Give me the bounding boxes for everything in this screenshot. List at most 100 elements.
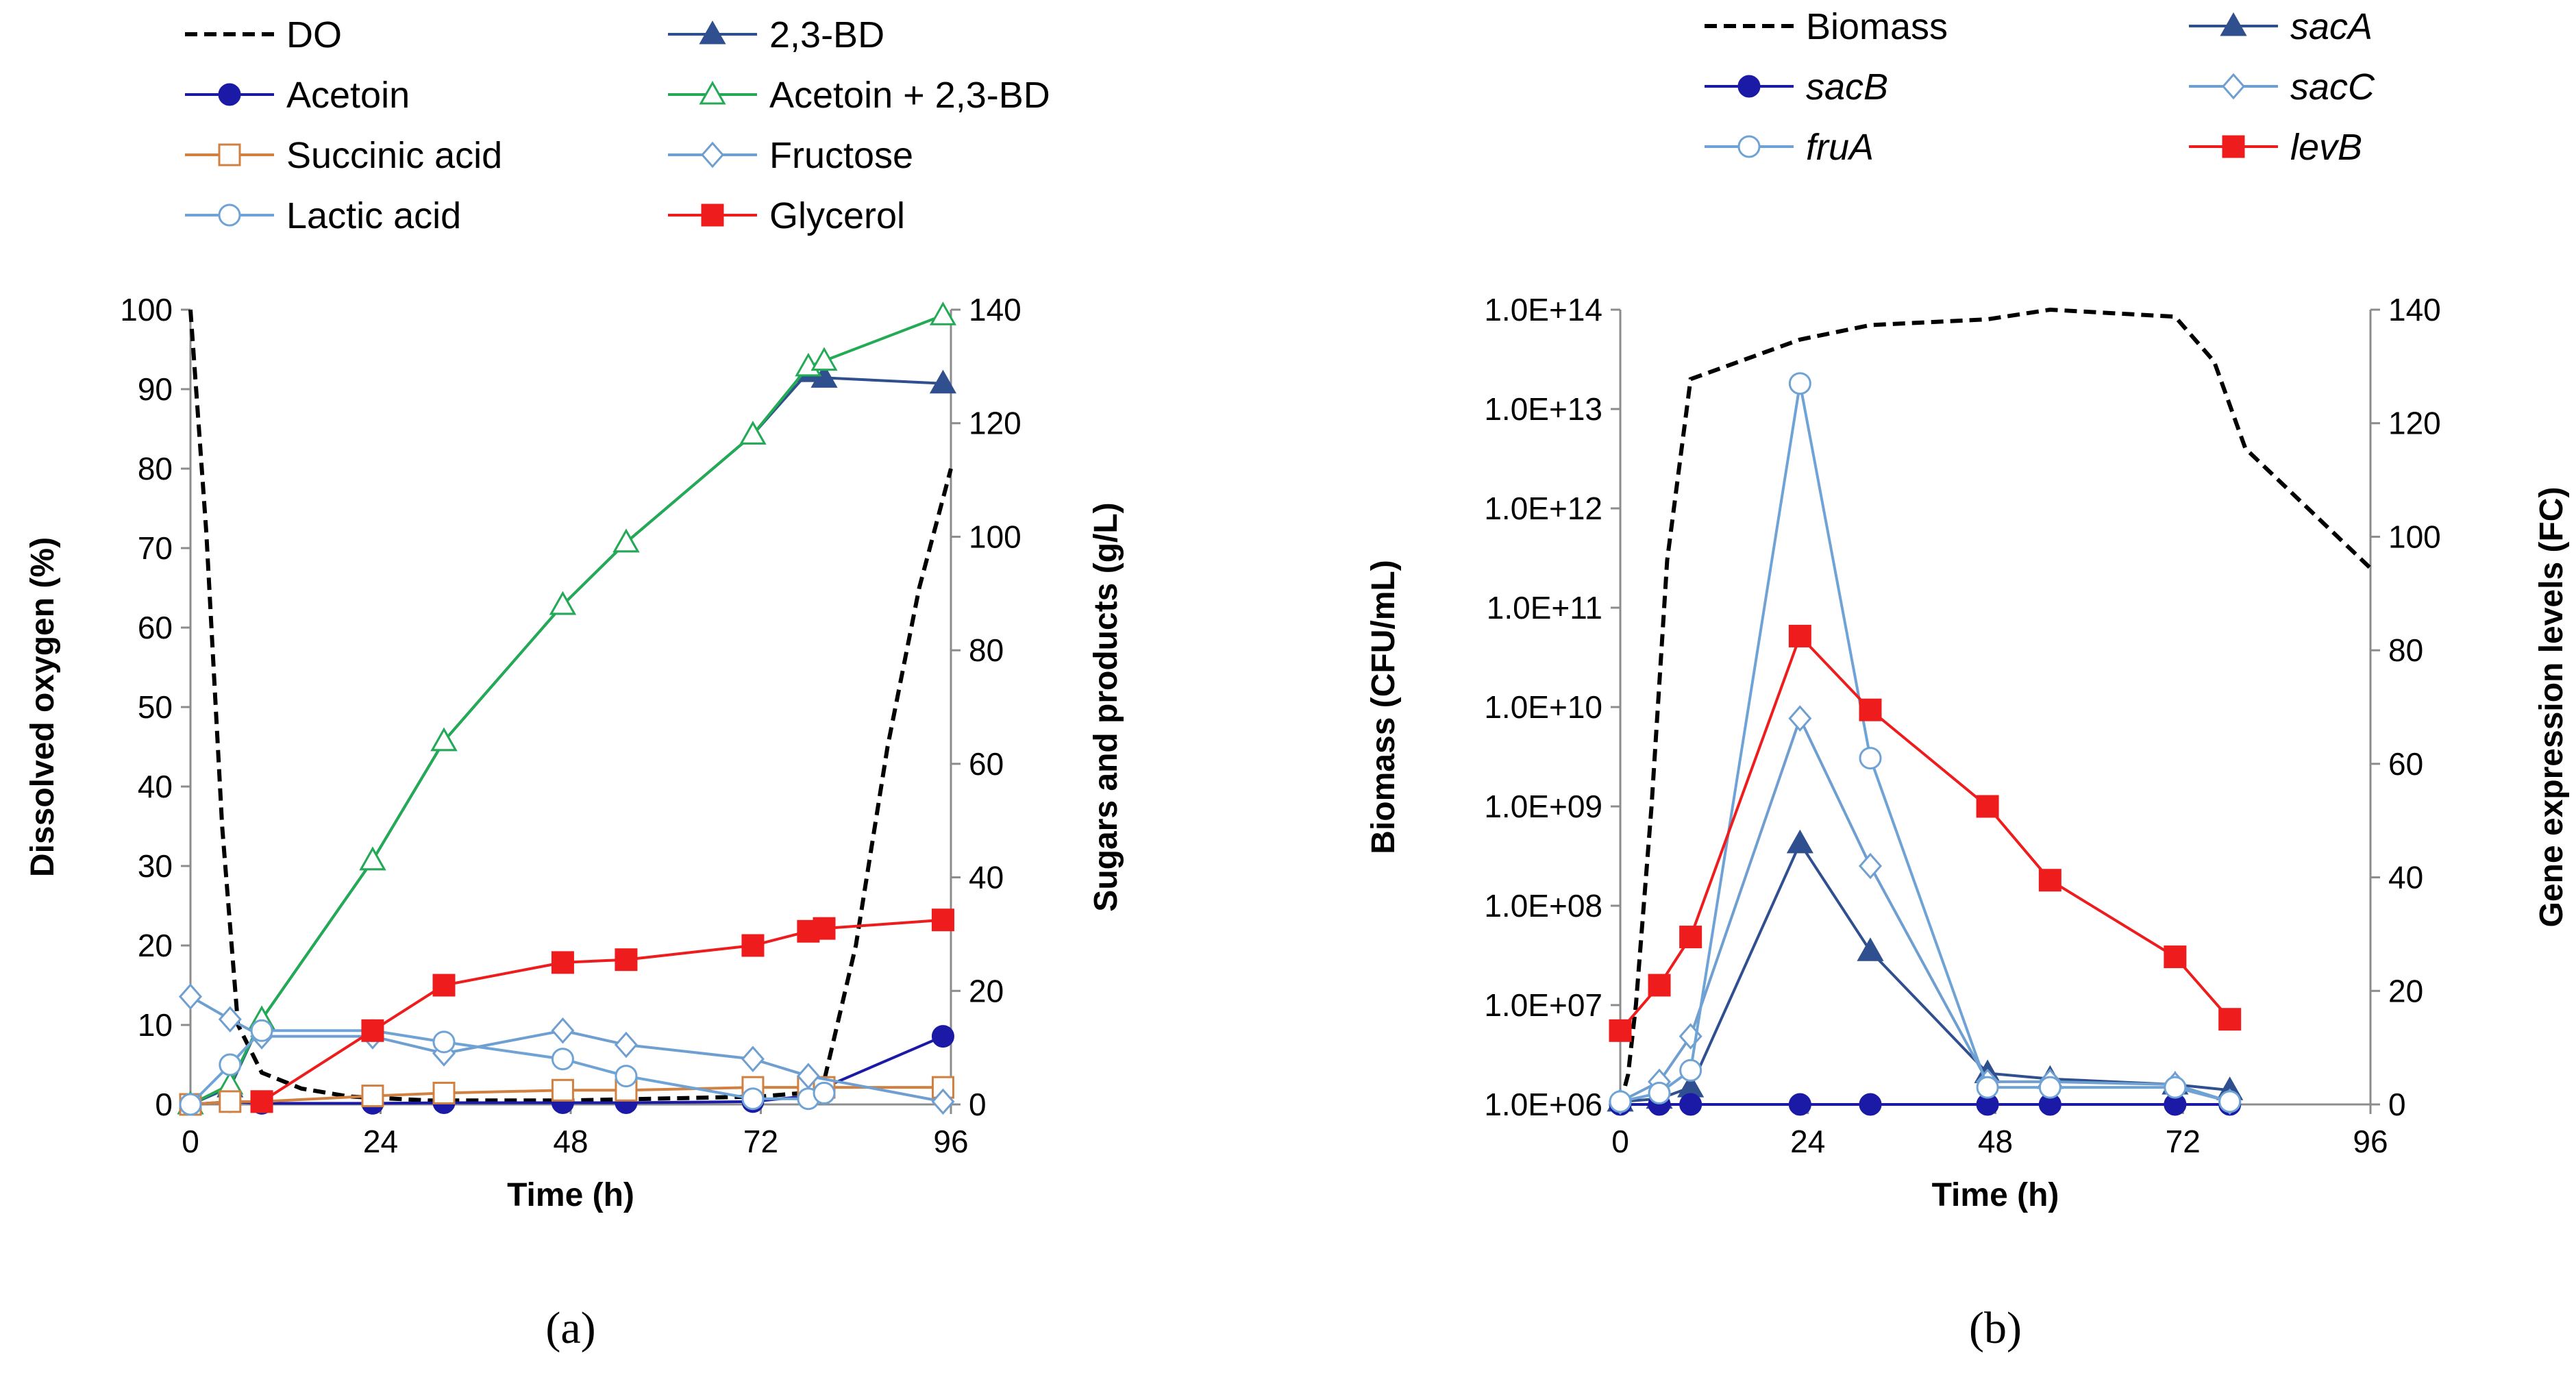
panel-a-y-right-tick-label: 80 (969, 632, 1004, 668)
panel-b-legend: Biomass sacA sacB sacC fruA levB (1705, 6, 2375, 168)
panel-b-legend-label-frua: fruA (1806, 127, 1874, 168)
panel-a-y-left-tick-label: 20 (138, 928, 173, 963)
panel-b-y-right-tick-label: 60 (2388, 746, 2423, 782)
panel-a-data-point-fructose (178, 983, 203, 1010)
panel-a-y-left-tick-label: 60 (138, 610, 173, 645)
panel-a-data-point-lactic (741, 1087, 765, 1111)
panel-b-series-do_line (1618, 307, 2373, 1105)
panel-b-series-frua (1609, 372, 2242, 1113)
panel-a-y-left-tick-label: 0 (155, 1087, 173, 1122)
panel-b-x-tick-label: 96 (2353, 1124, 2388, 1159)
panel-a-data-point-lactic (615, 1065, 638, 1088)
panel-a-y-right-axis-title: Sugars and products (g/L) (1088, 502, 1124, 911)
panel-b-data-point-levb (1648, 974, 1671, 997)
panel-b-data-point-saca (1857, 937, 1884, 961)
panel-b-series-sacb (1609, 1093, 2242, 1116)
panel-a-y-right-tick-label: 40 (969, 860, 1004, 895)
panel-a-y-left-tick-label: 10 (138, 1007, 173, 1043)
panel-a-y-right-tick-label: 120 (969, 406, 1021, 441)
panel-b-legend-marker-sacb (1737, 75, 1761, 98)
panel-a-data-point-glycerol (813, 917, 836, 940)
panel-a-x-axis-title: Time (h) (507, 1177, 634, 1213)
panel-b-data-point-sacb (1788, 1093, 1811, 1116)
panel-a-x-tick-label: 48 (553, 1124, 588, 1159)
panel-a-chart: 0 24 48 72 960102030405060708090100020406080… (25, 14, 1124, 1353)
panel-a-data-point-acetoin_bd (359, 846, 386, 871)
panel-b-y-left-axis-title: Biomass (CFU/mL) (1365, 560, 1402, 854)
panel-b-data-point-levb (1976, 795, 1999, 818)
panel-a-data-point-acetoin_bd (612, 528, 640, 553)
panel-b-legend-marker-frua (1737, 135, 1761, 158)
panel-a-y-left-tick-label: 40 (138, 769, 173, 804)
panel-b-series-line-do_line (1618, 307, 2373, 1105)
panel-b-y-left-tick-label: 1.0E+10 (1484, 689, 1602, 725)
panel-b-series-levb (1609, 624, 2242, 1042)
panel-b-data-point-saca (1786, 829, 1813, 854)
panel-a-data-point-fructose (931, 1088, 955, 1115)
panel-a-series-fructose (178, 983, 955, 1115)
panel-a-data-point-glycerol (931, 908, 954, 932)
panel-a-y-right-tick-label: 140 (969, 292, 1021, 327)
panel-b-data-point-levb (1788, 624, 1811, 647)
panel-a-data-point-acetoin_bd (810, 347, 838, 371)
panel-b-data-point-levb (2218, 1008, 2242, 1031)
panel-b-data-point-frua (1609, 1090, 1632, 1113)
panel-a-data-point-succinic (361, 1085, 384, 1108)
panel-a-series-line-bd23 (190, 370, 943, 1106)
panel-a-y-left-tick-label: 100 (120, 292, 173, 327)
panel-a-legend-label-acetoin_bd: Acetoin + 2,3-BD (769, 75, 1050, 116)
panel-a-series-acetoin_bd (177, 301, 957, 1115)
panel-b-data-point-levb (1679, 926, 1702, 949)
panel-a-legend-marker-acetoin_bd (699, 80, 726, 105)
panel-a-y-left-tick-label: 90 (138, 371, 173, 407)
panel-a-series-line-acetoin_bd (190, 314, 944, 1106)
panel-a-data-point-glycerol (551, 951, 574, 974)
panel-b-legend-marker-saca (2220, 12, 2247, 36)
panel-a-data-point-fructose (551, 1017, 575, 1044)
panel-b-y-left-tick-label: 1.0E+06 (1484, 1087, 1602, 1122)
panel-a-data-point-lactic (179, 1093, 202, 1116)
panel-a-data-point-acetoin_bd (929, 301, 957, 325)
panel-a-data-point-succinic (551, 1078, 574, 1102)
panel-a-data-point-bd23 (929, 369, 957, 394)
panel-a-legend-marker-bd23 (699, 20, 726, 45)
panel-b-legend-label-sacb: sacB (1806, 66, 1888, 108)
panel-b-data-point-frua (1679, 1059, 1702, 1082)
panel-b-data-point-frua (2164, 1076, 2187, 1099)
panel-a-data-point-lactic (219, 1053, 242, 1076)
panel-a-y-left-axis-title: Dissolved oxygen (%) (25, 537, 61, 877)
panel-b-data-point-levb (1609, 1019, 1632, 1042)
panel-b-x-tick-label: 48 (1978, 1124, 2013, 1159)
panel-a-x-tick-label: 24 (363, 1124, 398, 1159)
panel-b-data-point-frua (1976, 1076, 1999, 1099)
panel-b-x-tick-label: 72 (2166, 1124, 2201, 1159)
panel-b-data-point-frua (2038, 1076, 2061, 1099)
panel-b-data-point-frua (1859, 747, 1882, 770)
panel-a-legend-marker-fructose (700, 141, 725, 169)
panel-b-y-left-tick-label: 1.0E+08 (1484, 888, 1602, 924)
panel-a-legend-label-fructose: Fructose (769, 135, 913, 176)
panel-a-data-point-lactic (551, 1048, 574, 1071)
panel-b-y-right-tick-label: 140 (2388, 292, 2441, 327)
panel-a-data-point-succinic (219, 1090, 242, 1113)
panel-b-chart: 0 24 48 72 96 1.0E+06 1.0E+07 1.0E+08 1.0E+09 1.0… (1365, 6, 2570, 1353)
panel-a-y-right-tick-label: 100 (969, 519, 1021, 554)
panel-a-data-point-acetoin_bd (549, 591, 577, 615)
panel-a-y-right-tick-label: 60 (969, 746, 1004, 782)
panel-a-legend-label-bd23: 2,3-BD (769, 14, 884, 55)
panel-b-legend-label-levb: levB (2290, 127, 2362, 168)
panel-b-y-right-tick-label: 120 (2388, 406, 2441, 441)
panel-a-y-left-tick-label: 50 (138, 689, 173, 725)
panel-b-y-left-tick-label: 1.0E+12 (1484, 491, 1602, 526)
panel-a-legend-label-glycerol: Glycerol (769, 195, 905, 236)
panel-a-panel-label: (a) (545, 1303, 595, 1353)
panel-a-legend-marker-acetoin (218, 83, 241, 106)
panel-a-series-line-do_line (188, 309, 953, 1103)
panel-b-data-point-levb (2038, 869, 2061, 892)
panel-b-y-left-tick-label: 1.0E+09 (1484, 789, 1602, 824)
panel-b-y-right-tick-label: 20 (2388, 973, 2423, 1009)
panel-a-legend: DO 2,3-BD Acetoin Acetoin + 2,3-BD Succinic … (185, 14, 1050, 236)
panel-b-data-point-frua (1648, 1081, 1671, 1104)
panel-a-x-tick-label: 0 (182, 1124, 199, 1159)
